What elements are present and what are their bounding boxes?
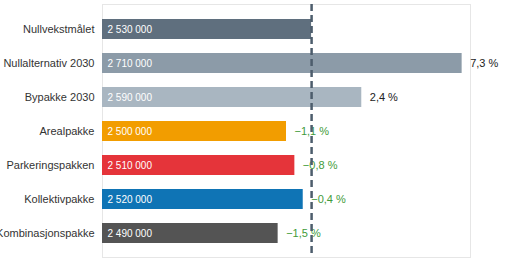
svg-text:2 710 000: 2 710 000 <box>108 58 153 69</box>
svg-text:−1,5 %: −1,5 % <box>286 227 321 239</box>
svg-text:7,3 %: 7,3 % <box>470 57 498 69</box>
svg-text:2 530 000: 2 530 000 <box>108 24 153 35</box>
svg-text:2 490 000: 2 490 000 <box>108 228 153 239</box>
svg-text:−1,1 %: −1,1 % <box>294 125 330 137</box>
svg-text:Bypakke 2030: Bypakke 2030 <box>25 91 95 103</box>
svg-text:−0,8 %: −0,8 % <box>303 159 338 171</box>
svg-text:2 520 000: 2 520 000 <box>108 194 153 205</box>
svg-text:2,4 %: 2,4 % <box>370 91 398 103</box>
svg-text:Kollektivpakke: Kollektivpakke <box>24 193 94 205</box>
svg-text:Arealpakke: Arealpakke <box>39 125 94 137</box>
svg-text:2 500 000: 2 500 000 <box>108 126 153 137</box>
svg-text:Nullalternativ 2030: Nullalternativ 2030 <box>3 57 94 69</box>
svg-text:2 590 000: 2 590 000 <box>108 92 153 103</box>
svg-text:−0,4 %: −0,4 % <box>311 193 346 205</box>
svg-text:Kombinasjonspakke: Kombinasjonspakke <box>0 227 95 239</box>
svg-text:Parkeringspakken: Parkeringspakken <box>6 159 94 171</box>
svg-text:Nullvekstmålet: Nullvekstmålet <box>23 23 95 35</box>
svg-text:2 510 000: 2 510 000 <box>108 160 153 171</box>
